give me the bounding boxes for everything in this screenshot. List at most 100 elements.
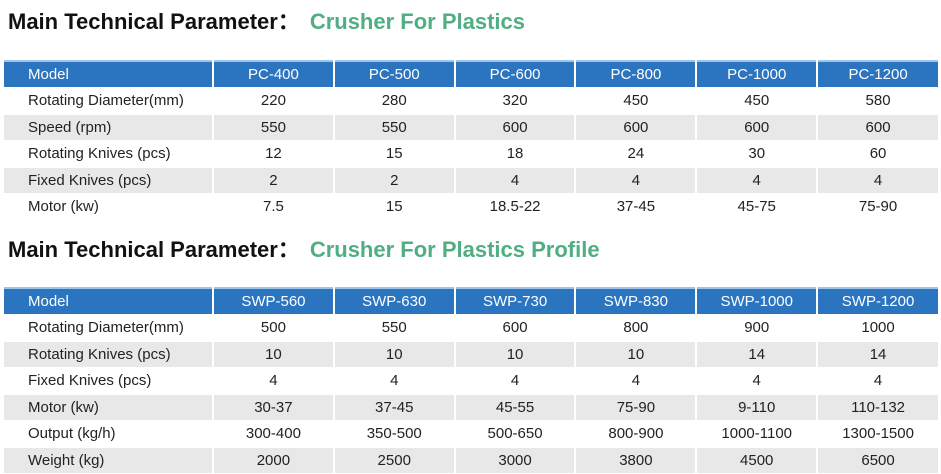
value-cell: 220 <box>213 87 335 115</box>
value-cell: 4 <box>213 367 335 395</box>
value-cell: 14 <box>817 341 938 368</box>
table-header-row: Model PC-400 PC-500 PC-600 PC-800 PC-1000 PC-1… <box>4 60 938 88</box>
value-cell: 110-132 <box>817 394 938 421</box>
table-row: Fixed Knives (pcs) 2 2 4 4 4 4 <box>4 167 938 194</box>
value-cell: 500 <box>213 314 335 342</box>
value-cell: 45-55 <box>454 394 577 421</box>
value-cell: 2 <box>213 167 335 194</box>
row-label-cell: Fixed Knives (pcs) <box>4 367 214 395</box>
value-cell: 6500 <box>817 447 938 474</box>
value-cell: 450 <box>696 87 819 115</box>
value-cell: 500-650 <box>454 420 577 448</box>
table-row: Motor (kw) 7.5 15 18.5-22 37-45 45-75 75-90 <box>4 193 938 221</box>
value-cell: 600 <box>817 114 938 141</box>
header-cell-model: SWP-560 <box>213 287 335 315</box>
value-cell: 10 <box>575 341 698 368</box>
row-label-cell: Weight (kg) <box>4 447 214 474</box>
table-header-row: Model SWP-560 SWP-630 SWP-730 SWP-830 SWP-100… <box>4 287 938 315</box>
row-label-cell: Rotating Knives (pcs) <box>4 140 214 168</box>
table-row: Rotating Knives (pcs) 12 15 18 24 30 60 <box>4 140 938 168</box>
header-cell-model: PC-1200 <box>817 60 938 88</box>
table-row: Rotating Knives (pcs) 10 10 10 10 14 14 <box>4 341 938 368</box>
section1-title: Main Technical Parameter： Crusher For Pla… <box>8 2 525 42</box>
value-cell: 4 <box>696 367 819 395</box>
value-cell: 4 <box>817 367 938 395</box>
table-row: Speed (rpm) 550 550 600 600 600 600 <box>4 114 938 141</box>
value-cell: 800 <box>575 314 698 342</box>
value-cell: 4 <box>817 167 938 194</box>
value-cell: 18.5-22 <box>454 193 577 221</box>
header-cell-model: SWP-1000 <box>696 287 819 315</box>
header-cell-model: SWP-630 <box>333 287 456 315</box>
row-label-cell: Rotating Knives (pcs) <box>4 341 214 368</box>
value-cell: 600 <box>575 114 698 141</box>
value-cell: 4 <box>696 167 819 194</box>
value-cell: 45-75 <box>696 193 819 221</box>
value-cell: 60 <box>817 140 938 168</box>
header-cell-label: Model <box>4 60 214 88</box>
value-cell: 30 <box>696 140 819 168</box>
section1-title-main: Main Technical Parameter： <box>8 9 300 34</box>
value-cell: 10 <box>333 341 456 368</box>
header-cell-model: PC-1000 <box>696 60 819 88</box>
value-cell: 4 <box>454 367 577 395</box>
value-cell: 15 <box>333 140 456 168</box>
value-cell: 550 <box>333 114 456 141</box>
section2-title: Main Technical Parameter： Crusher For Pla… <box>8 230 600 270</box>
row-label-cell: Speed (rpm) <box>4 114 214 141</box>
row-label-cell: Motor (kw) <box>4 394 214 421</box>
value-cell: 450 <box>575 87 698 115</box>
value-cell: 550 <box>213 114 335 141</box>
header-cell-model: SWP-730 <box>454 287 577 315</box>
header-cell-model: SWP-830 <box>575 287 698 315</box>
value-cell: 350-500 <box>333 420 456 448</box>
table-row: Rotating Diameter(mm) 220 280 320 450 450 580 <box>4 87 938 115</box>
value-cell: 4 <box>575 167 698 194</box>
table-row: Fixed Knives (pcs) 4 4 4 4 4 4 <box>4 367 938 395</box>
value-cell: 4 <box>333 367 456 395</box>
value-cell: 37-45 <box>333 394 456 421</box>
header-cell-model: SWP-1200 <box>817 287 938 315</box>
row-label-cell: Motor (kw) <box>4 193 214 221</box>
value-cell: 10 <box>213 341 335 368</box>
value-cell: 37-45 <box>575 193 698 221</box>
value-cell: 600 <box>696 114 819 141</box>
value-cell: 580 <box>817 87 938 115</box>
row-label-cell: Fixed Knives (pcs) <box>4 167 214 194</box>
value-cell: 280 <box>333 87 456 115</box>
table-row: Rotating Diameter(mm) 500 550 600 800 900 1000 <box>4 314 938 342</box>
header-cell-model: PC-600 <box>454 60 577 88</box>
value-cell: 550 <box>333 314 456 342</box>
row-label-cell: Rotating Diameter(mm) <box>4 314 214 342</box>
header-cell-model: PC-400 <box>213 60 335 88</box>
value-cell: 18 <box>454 140 577 168</box>
row-label-cell: Output (kg/h) <box>4 420 214 448</box>
section1-title-sub: Crusher For Plastics <box>309 9 525 34</box>
value-cell: 12 <box>213 140 335 168</box>
table-row: Weight (kg) 2000 2500 3000 3800 4500 6500 <box>4 447 938 474</box>
value-cell: 30-37 <box>213 394 335 421</box>
value-cell: 9-110 <box>696 394 819 421</box>
header-cell-label: Model <box>4 287 214 315</box>
spec-table-crusher-profile: Model SWP-560 SWP-630 SWP-730 SWP-830 SWP-100… <box>4 287 938 474</box>
section2-title-main: Main Technical Parameter： <box>8 237 300 262</box>
spec-table-crusher-plastics: Model PC-400 PC-500 PC-600 PC-800 PC-1000 PC-1… <box>4 60 938 221</box>
header-cell-model: PC-500 <box>333 60 456 88</box>
value-cell: 800-900 <box>575 420 698 448</box>
value-cell: 1000-1100 <box>696 420 819 448</box>
value-cell: 1300-1500 <box>817 420 938 448</box>
value-cell: 10 <box>454 341 577 368</box>
value-cell: 24 <box>575 140 698 168</box>
value-cell: 1000 <box>817 314 938 342</box>
row-label-cell: Rotating Diameter(mm) <box>4 87 214 115</box>
value-cell: 2000 <box>213 447 335 474</box>
value-cell: 3000 <box>454 447 577 474</box>
header-cell-model: PC-800 <box>575 60 698 88</box>
value-cell: 14 <box>696 341 819 368</box>
table-row: Output (kg/h) 300-400 350-500 500-650 800-90… <box>4 420 938 448</box>
value-cell: 4500 <box>696 447 819 474</box>
value-cell: 3800 <box>575 447 698 474</box>
value-cell: 15 <box>333 193 456 221</box>
value-cell: 75-90 <box>575 394 698 421</box>
value-cell: 2 <box>333 167 456 194</box>
